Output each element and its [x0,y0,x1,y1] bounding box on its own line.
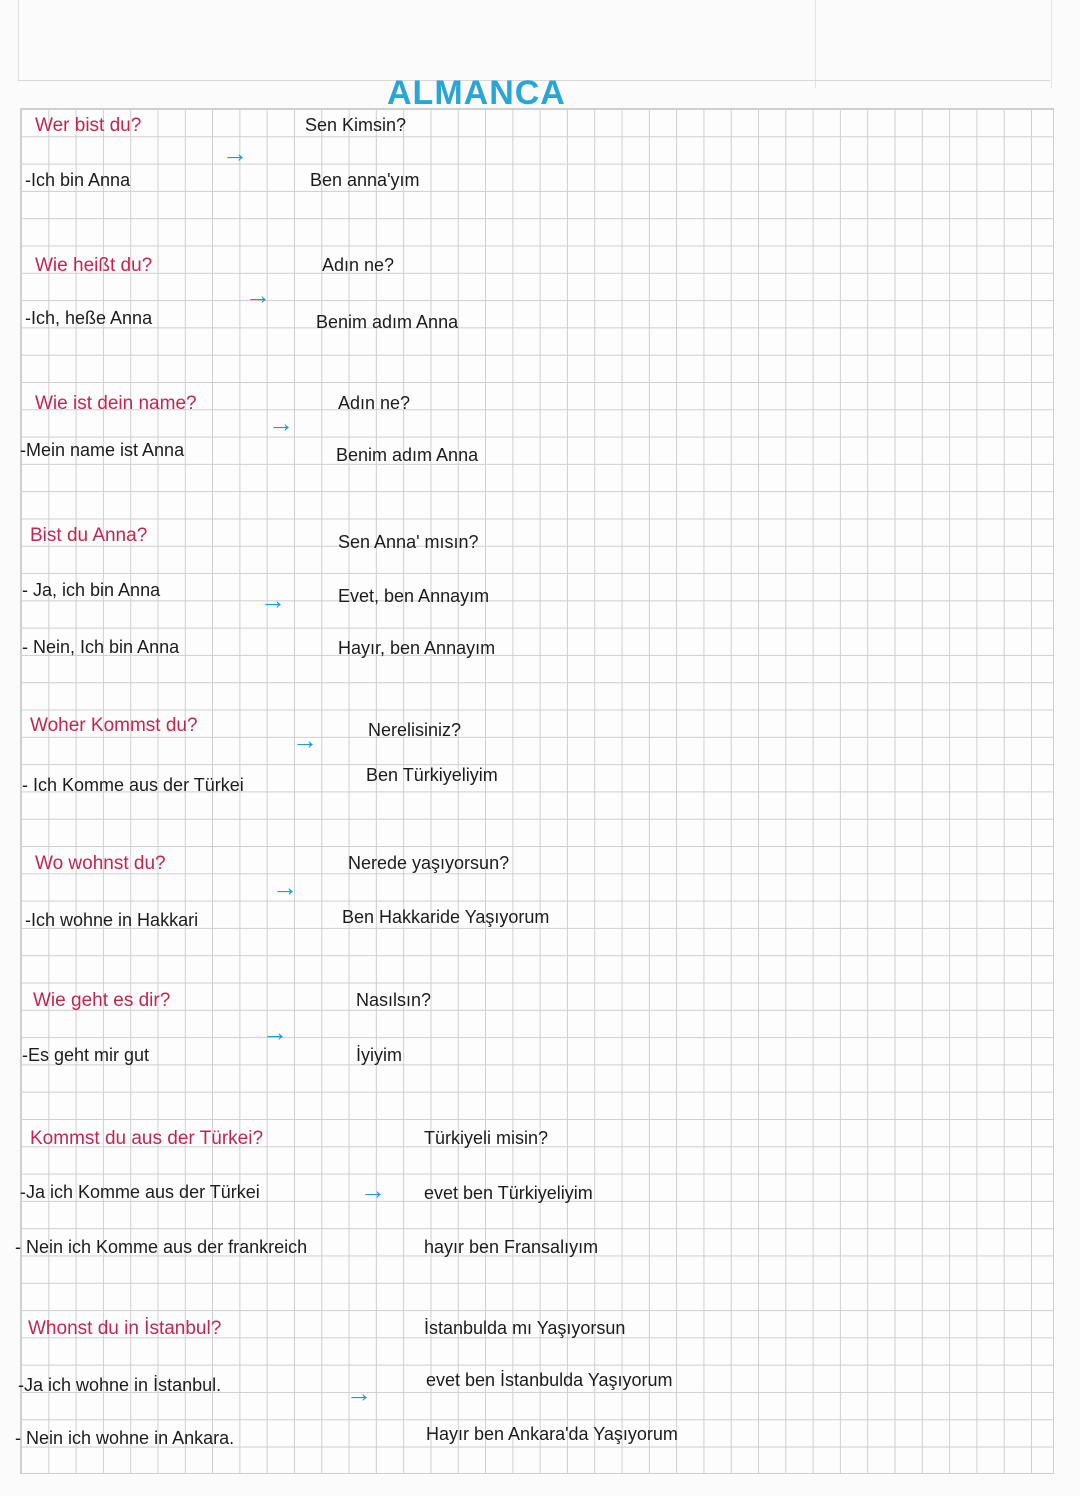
turkish-question: Adın ne? [338,393,411,413]
turkish-question: Nerede yaşıyorsun? [348,853,510,873]
german-question: Kommst du aus der Türkei? [30,1128,264,1149]
german-answer: - Ich Komme aus der Türkei [22,775,244,795]
right-arrow-icon: → [292,725,318,755]
turkish-answer: Benim adım Anna [316,312,459,332]
german-answer: - Nein ich wohne in Ankara. [15,1428,235,1448]
german-question: Wie heißt du? [35,255,153,276]
turkish-answer: evet ben İstanbulda Yaşıyorum [426,1370,673,1390]
turkish-answer: Ben anna'yım [310,170,420,190]
page-title: ALMANCA [387,74,566,112]
turkish-answer: Hayır ben Ankara'da Yaşıyorum [426,1424,678,1444]
right-arrow-icon: → [260,585,286,615]
page-corner [815,0,1052,88]
german-answer: -Mein name ist Anna [20,440,185,460]
german-answer: - Nein, Ich bin Anna [22,637,180,657]
german-answer: -Ich wohne in Hakkari [25,910,199,930]
german-question: Whonst du in İstanbul? [28,1318,222,1339]
header-line [18,80,1050,81]
right-arrow-icon: → [222,138,248,168]
german-answer: -Ja ich Komme aus der Türkei [20,1182,260,1202]
german-question: Wo wohnst du? [35,853,166,874]
german-answer: -Ja ich wohne in İstanbul. [18,1375,222,1395]
right-arrow-icon: → [268,408,294,438]
german-answer: -Es geht mir gut [22,1045,150,1065]
german-answer: - Ja, ich bin Anna [22,580,161,600]
german-question: Wie ist dein name? [35,393,197,414]
turkish-question: İstanbulda mı Yaşıyorsun [424,1318,626,1338]
german-question: Woher Kommst du? [30,715,198,736]
german-question: Bist du Anna? [30,525,148,546]
right-arrow-icon: → [245,280,271,310]
german-question: Wer bist du? [35,115,142,136]
right-arrow-icon: → [262,1017,288,1047]
grid-paper [20,108,1054,1474]
turkish-answer: hayır ben Fransalıyım [424,1237,599,1257]
right-arrow-icon: → [346,1378,372,1408]
turkish-question: Nerelisiniz? [368,720,462,740]
right-arrow-icon: → [272,872,298,902]
turkish-answer: Ben Hakkaride Yaşıyorum [342,907,550,927]
turkish-question: Sen Anna' mısın? [338,532,479,552]
turkish-answer: Ben Türkiyeliyim [366,765,498,785]
german-answer: -Ich bin Anna [25,170,131,190]
turkish-answer: evet ben Türkiyeliyim [424,1183,593,1203]
turkish-question: Türkiyeli misin? [424,1128,549,1148]
german-answer: - Nein ich Komme aus der frankreich [15,1237,308,1257]
right-arrow-icon: → [360,1175,386,1205]
german-question: Wie geht es dir? [33,990,171,1011]
turkish-answer: İyiyim [356,1045,402,1065]
turkish-answer: Hayır, ben Annayım [338,638,496,658]
turkish-answer: Evet, ben Annayım [338,586,490,606]
turkish-answer: Benim adım Anna [336,445,479,465]
german-answer: -Ich, heße Anna [25,308,153,328]
turkish-question: Sen Kimsin? [305,115,407,135]
turkish-question: Nasılsın? [356,990,432,1010]
page-edge [18,0,19,80]
turkish-question: Adın ne? [322,255,395,275]
